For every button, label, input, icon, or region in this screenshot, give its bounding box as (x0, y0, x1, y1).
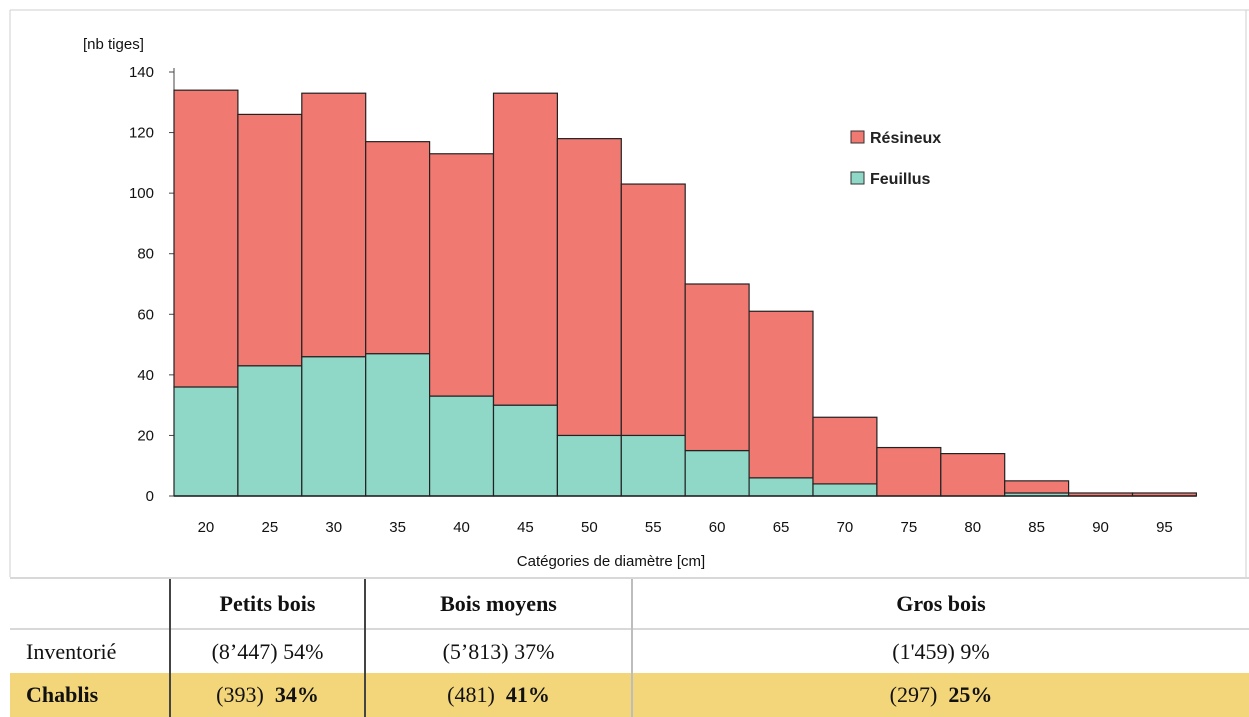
stacked-bar-chart: [nb tiges] 0 20 40 60 80 100 120 140 20 25 30 35 40 4… (9, 9, 1249, 577)
chablis-moyens-count: (481) (447, 682, 495, 707)
bar-feuillus-65 (748, 477, 814, 497)
summary-table: Petits bois Bois moyens Gros bois Invent… (10, 577, 1249, 717)
x-tick-label-50: 50 (581, 519, 598, 536)
legend-swatch-resineux (850, 130, 865, 144)
inventorie-row: Inventorié (8’447) 54% (5’813) 37% (1'45… (10, 628, 1249, 673)
y-tick-label: 0 (146, 488, 154, 505)
y-tick-label: 80 (137, 246, 154, 263)
chablis-petits: (393) 34% (169, 673, 365, 717)
chablis-moyens: (481) 41% (364, 673, 632, 717)
x-tick-label-35: 35 (389, 519, 406, 536)
x-tick-label-65: 65 (773, 519, 790, 536)
bar-resineux-30 (301, 92, 367, 358)
y-tick-label: 40 (137, 367, 154, 384)
x-tick-label-70: 70 (837, 519, 854, 536)
bar-resineux-75 (876, 446, 942, 497)
inventorie-petits: (8’447) 54% (169, 628, 365, 673)
chablis-moyens-pct: 41% (505, 682, 550, 707)
bar-feuillus-25 (237, 365, 303, 497)
bar-resineux-65 (748, 310, 814, 479)
x-tick-label-90: 90 (1092, 519, 1109, 536)
x-axis-title: Catégories de diamètre [cm] (517, 553, 705, 570)
legend-swatch-feuillus (850, 171, 865, 185)
bar-resineux-20 (173, 89, 239, 388)
inventorie-moyens: (5’813) 37% (364, 628, 632, 673)
chablis-label: Chablis (10, 673, 170, 717)
y-tick-label: 60 (137, 306, 154, 323)
header-empty-cell (10, 577, 170, 629)
bar-feuillus-70 (812, 483, 878, 497)
bar-feuillus-20 (173, 386, 239, 497)
bar-resineux-50 (556, 138, 622, 437)
chablis-petits-count: (393) (216, 682, 264, 707)
bar-feuillus-55 (620, 434, 686, 497)
x-tick-label-75: 75 (901, 519, 918, 536)
x-tick-label-60: 60 (709, 519, 726, 536)
legend: Résineux Feuillus (850, 130, 941, 188)
inventorie-label: Inventorié (10, 628, 170, 673)
plot-area: 0 20 40 60 80 100 120 140 20 25 30 35 40 45 50 55 60 65 70… (129, 64, 1198, 536)
header-gros-bois: Gros bois (631, 577, 1249, 629)
bar-resineux-40 (429, 153, 495, 397)
chablis-petits-pct: 34% (274, 682, 319, 707)
x-tick-label-80: 80 (964, 519, 981, 536)
header-bois-moyens: Bois moyens (364, 577, 632, 629)
bar-feuillus-35 (365, 353, 431, 497)
legend-label-resineux: Résineux (870, 130, 941, 147)
bar-resineux-85 (1004, 480, 1070, 494)
y-tick-label: 120 (129, 125, 154, 142)
chablis-gros-pct: 25% (948, 682, 993, 707)
x-tick-label-55: 55 (645, 519, 662, 536)
x-tick-label-30: 30 (325, 519, 342, 536)
legend-label-feuillus: Feuillus (870, 171, 931, 188)
bar-resineux-60 (684, 283, 750, 452)
x-tick-label-85: 85 (1028, 519, 1045, 536)
bar-feuillus-60 (684, 449, 750, 497)
inventorie-gros: (1'459) 9% (631, 628, 1249, 673)
chablis-gros: (297) 25% (631, 673, 1249, 717)
bar-feuillus-50 (556, 434, 622, 497)
summary-header-row: Petits bois Bois moyens Gros bois (10, 577, 1249, 629)
chablis-row: Chablis (393) 34% (481) 41% (297) 25% (10, 673, 1249, 717)
x-tick-label-45: 45 (517, 519, 534, 536)
bar-resineux-25 (237, 113, 303, 367)
bar-feuillus-40 (429, 395, 495, 497)
bar-resineux-80 (940, 453, 1006, 497)
y-tick-label: 140 (129, 64, 154, 81)
x-tick-label-40: 40 (453, 519, 470, 536)
bar-resineux-35 (365, 141, 431, 355)
y-axis-label: [nb tiges] (83, 36, 144, 53)
x-tick-label-20: 20 (198, 519, 215, 536)
bar-feuillus-30 (301, 356, 367, 497)
x-tick-label-95: 95 (1156, 519, 1173, 536)
bar-resineux-55 (620, 183, 686, 437)
y-tick-label: 100 (129, 185, 154, 202)
x-tick-label-25: 25 (262, 519, 279, 536)
bar-resineux-45 (492, 92, 559, 406)
y-tick-label: 20 (137, 427, 154, 444)
bar-resineux-70 (812, 416, 878, 485)
header-petits-bois: Petits bois (169, 577, 365, 629)
bar-feuillus-45 (492, 404, 559, 497)
chablis-gros-count: (297) (889, 682, 938, 707)
